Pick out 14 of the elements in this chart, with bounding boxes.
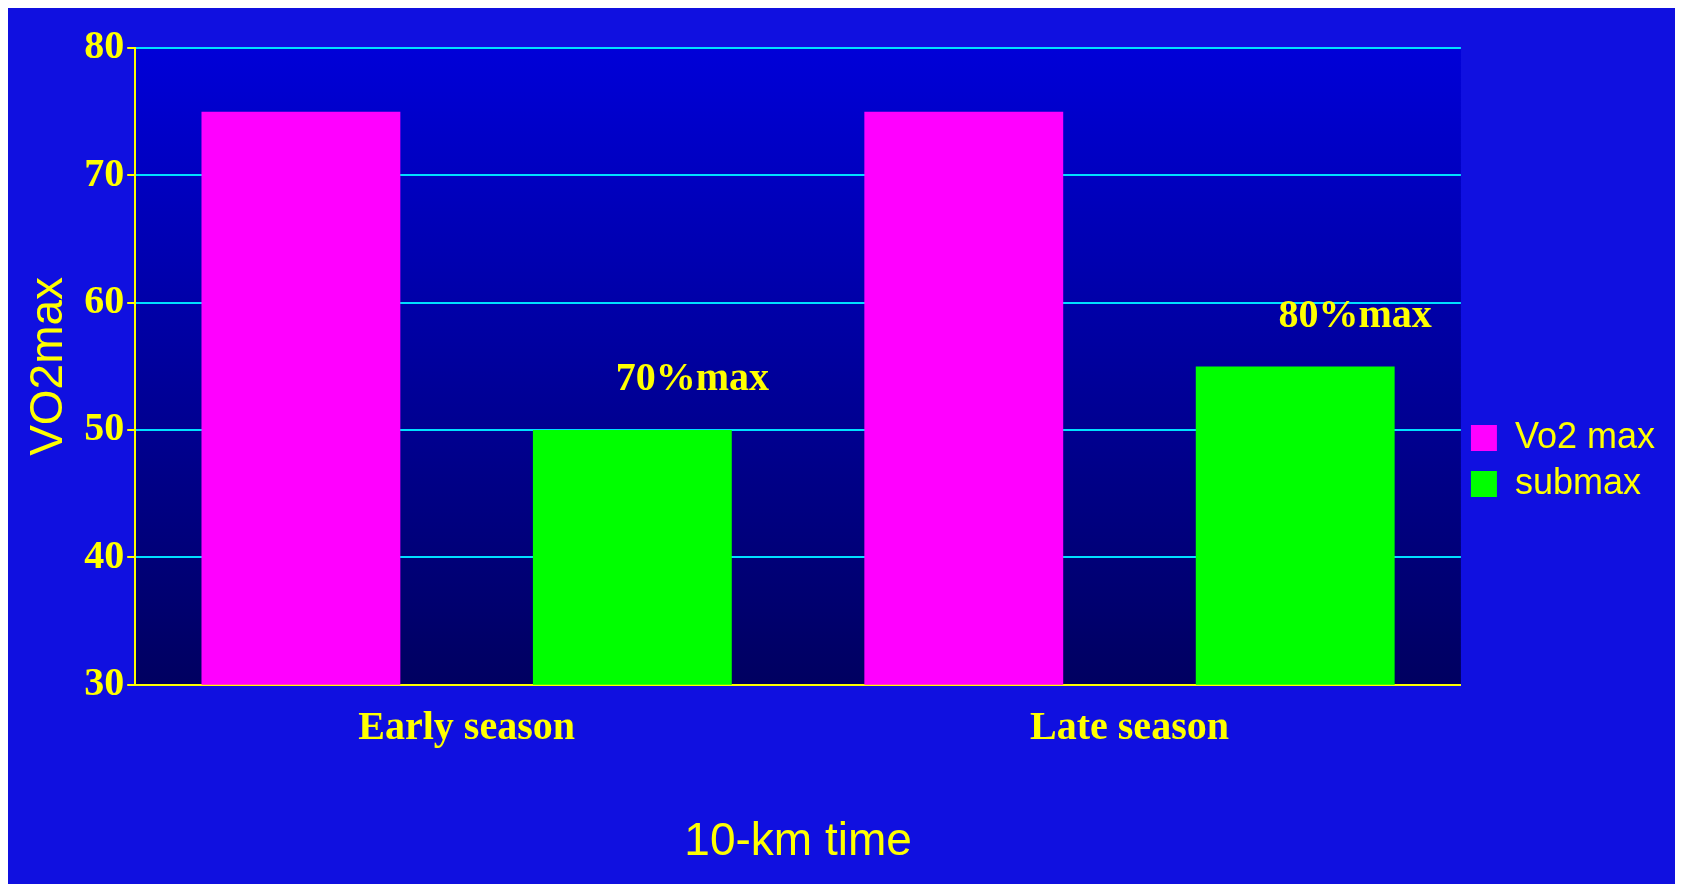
x-tick-label: Early season (358, 703, 575, 749)
y-tick-label: 50 (84, 404, 125, 450)
legend-label: submax (1514, 460, 1641, 502)
y-tick-label: 70 (84, 149, 125, 195)
y-tick-label: 40 (84, 531, 125, 577)
legend-label: Vo2 max (1514, 414, 1656, 456)
x-tick-label: Late season (1030, 703, 1229, 749)
y-tick-label: 30 (84, 659, 125, 705)
y-tick-label: 80 (84, 22, 125, 68)
y-tick-label: 60 (84, 277, 125, 323)
y-axis-title: VO2max (20, 276, 73, 456)
annotation: 70%max (615, 354, 770, 400)
annotation: 80%max (1278, 290, 1432, 336)
x-axis-title: 10-km time (684, 813, 912, 866)
